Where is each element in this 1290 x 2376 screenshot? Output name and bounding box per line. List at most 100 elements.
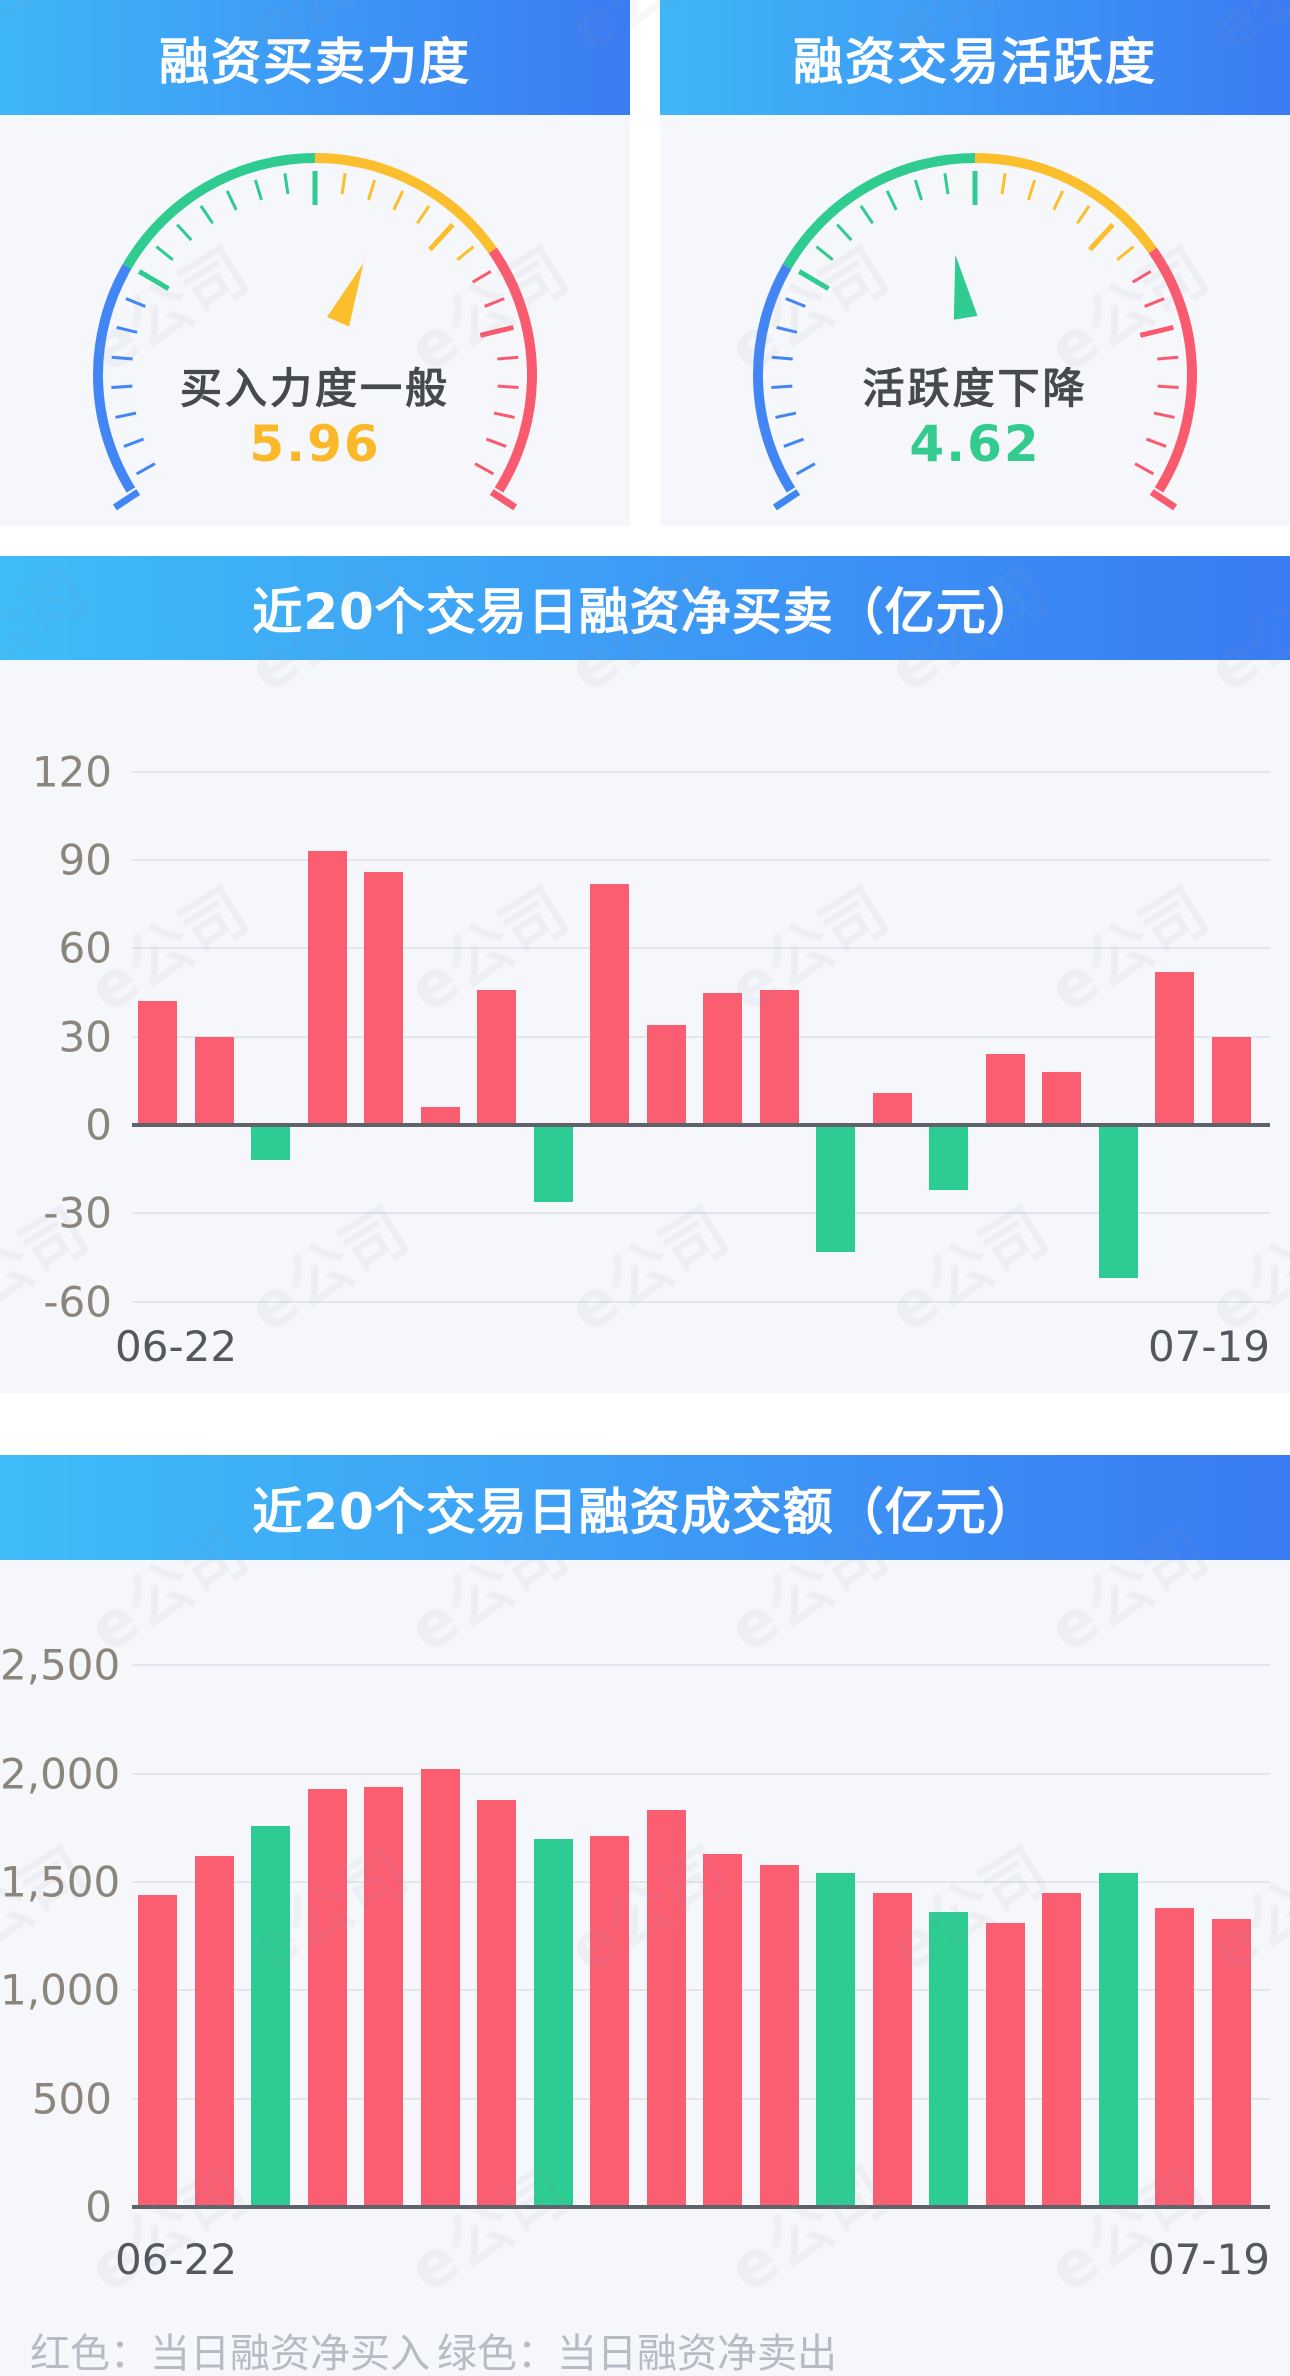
gauge-tick xyxy=(1027,179,1037,201)
bar-net-sell xyxy=(251,1125,290,1161)
bar-net-buy xyxy=(703,1853,742,2207)
chart-plot-area: 120 90 60 30 0 -30 -60 06-22 07-19 xyxy=(0,556,1290,1393)
bar-net-sell xyxy=(1099,1125,1138,1279)
gauge-arc-green xyxy=(122,153,316,270)
chart-title: 近20个交易日融资净买卖（亿元） xyxy=(252,583,1038,641)
y-axis-tick-label: -60 xyxy=(43,1277,112,1327)
bar-net-sell xyxy=(816,1125,855,1252)
gauge-tick xyxy=(115,411,137,419)
gauge-tick xyxy=(340,173,347,195)
x-axis-label-end: 07-19 xyxy=(1147,2235,1270,2284)
y-axis-tick-label: 2,000 xyxy=(0,1749,121,1799)
chart-title-band: 近20个交易日融资净买卖（亿元） xyxy=(0,556,1290,660)
bar-net-buy xyxy=(308,1788,347,2207)
chart-card-net-buy-sell: 近20个交易日融资净买卖（亿元） 120 90 60 30 0 -30 -60 06-22 07… xyxy=(0,556,1290,1393)
gauge-value: 5.96 xyxy=(249,415,381,473)
gauge-tick xyxy=(479,324,514,338)
gauge-tick xyxy=(885,190,898,211)
gauge-pointer-icon xyxy=(327,263,364,327)
gauge-tick xyxy=(795,462,816,476)
bar-net-buy xyxy=(590,1836,629,2207)
x-axis-label-end: 07-19 xyxy=(1147,1322,1270,1371)
gridline xyxy=(132,1035,1270,1038)
bar-net-sell xyxy=(816,1873,855,2207)
gauge-tick xyxy=(497,384,519,389)
y-axis-tick-label: 0 xyxy=(85,1100,112,1150)
bar-net-buy xyxy=(647,1810,686,2207)
gauge-tick xyxy=(1157,384,1179,389)
gauge-tick xyxy=(1134,462,1155,476)
bar-net-buy xyxy=(590,883,629,1125)
gauge-tick xyxy=(913,179,923,201)
bar-net-sell xyxy=(929,1912,968,2207)
gauge-tick xyxy=(474,462,495,476)
gauge-card-header: 融资买卖力度 xyxy=(0,0,630,115)
gridline xyxy=(132,947,1270,950)
bar-net-buy xyxy=(1155,971,1194,1125)
gauge-tick xyxy=(497,355,519,361)
gauge-dial: 活跃度下降 4.62 xyxy=(660,115,1290,526)
gauge-tick xyxy=(283,173,290,195)
chart-card-turnover: 近20个交易日融资成交额（亿元） 2,500 2,000 1,500 1,000 500… xyxy=(0,1455,1290,2376)
gauge-tick xyxy=(392,190,405,211)
gauge-tick xyxy=(785,297,806,308)
gauge-tick xyxy=(776,325,798,334)
gauge-tick xyxy=(1088,222,1115,252)
gauge-arc-red xyxy=(1148,247,1197,493)
bar-net-buy xyxy=(195,1855,234,2207)
gauge-tick xyxy=(859,205,874,225)
gauge-tick xyxy=(456,245,475,262)
gauge-tick xyxy=(943,173,950,195)
gauge-arc-blue xyxy=(93,264,136,493)
gauge-tick xyxy=(471,270,492,284)
y-axis-tick-label: 0 xyxy=(85,2182,112,2232)
gauge-tick xyxy=(367,179,377,201)
bar-net-buy xyxy=(364,871,403,1125)
bar-net-buy xyxy=(1212,1918,1251,2207)
y-axis-tick-label: 60 xyxy=(58,923,112,973)
gauge-tick xyxy=(1145,437,1167,448)
x-axis-label-start: 06-22 xyxy=(115,2235,238,2284)
gauge-tick xyxy=(416,205,431,225)
bar-net-buy xyxy=(138,1001,177,1125)
gauge-tick xyxy=(1052,190,1065,211)
bar-net-buy xyxy=(364,1786,403,2207)
gauge-arc-red xyxy=(488,247,537,493)
bar-net-sell xyxy=(534,1838,573,2207)
gauge-tick xyxy=(1076,205,1091,225)
bar-net-buy xyxy=(647,1024,686,1125)
bar-net-buy xyxy=(477,989,516,1125)
gridline xyxy=(132,1880,1270,1883)
gauge-title: 融资买卖力度 xyxy=(159,32,471,91)
y-axis-tick-label: 1,500 xyxy=(0,1857,121,1907)
gridline xyxy=(132,2097,1270,2100)
gauge-tick xyxy=(1139,324,1174,338)
gauge-tick xyxy=(155,245,174,262)
bar-net-buy xyxy=(1155,1907,1194,2207)
gauge-tick xyxy=(1116,245,1135,262)
gauge-tick xyxy=(485,437,507,448)
gauge-tick xyxy=(771,355,793,361)
legend-footer: 红色：当日融资净买入 绿色：当日融资净卖出 xyxy=(0,2321,1290,2376)
gridline xyxy=(132,1772,1270,1775)
bar-net-buy xyxy=(138,1894,177,2207)
gridline xyxy=(132,1989,1270,1992)
chart-plot-area: 2,500 2,000 1,500 1,000 500 0 06-22 07-19 xyxy=(0,1455,1290,2376)
bar-net-buy xyxy=(421,1769,460,2207)
gauge-tick xyxy=(225,190,238,211)
gauge-tick xyxy=(1153,411,1175,419)
gauge-tick xyxy=(1000,173,1007,195)
gridline xyxy=(132,1664,1270,1667)
bar-net-buy xyxy=(760,989,799,1125)
gauge-tick xyxy=(775,411,797,419)
gauge-end-tick xyxy=(112,489,141,511)
gauge-end-tick xyxy=(772,489,801,511)
gauge-arc-green xyxy=(782,153,976,270)
bar-net-sell xyxy=(251,1825,290,2207)
bar-net-buy xyxy=(703,992,742,1125)
gauge-svg xyxy=(93,153,537,511)
gauge-tick xyxy=(815,245,834,262)
gauge-tick xyxy=(135,462,156,476)
chart-title: 近20个交易日融资成交额（亿元） xyxy=(252,1482,1038,1541)
x-axis-line xyxy=(132,2205,1270,2209)
